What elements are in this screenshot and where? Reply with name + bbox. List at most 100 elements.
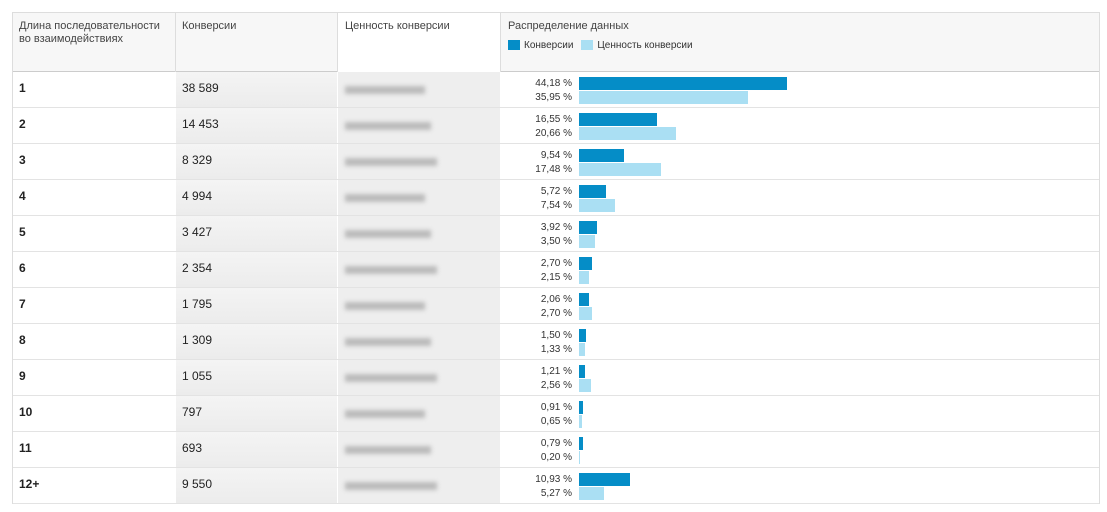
legend-swatch <box>508 40 520 50</box>
blurred-value <box>345 266 437 274</box>
percent-label: 1,21 % <box>540 366 572 377</box>
col-bg <box>176 216 337 251</box>
row-label: 10 <box>19 405 33 419</box>
header-cell[interactable]: Конверсии <box>182 20 237 32</box>
bar <box>579 293 589 306</box>
bar <box>579 365 585 378</box>
percent-label: 3,92 % <box>540 222 572 233</box>
percent-label: 1,50 % <box>540 330 572 341</box>
col-bg <box>176 468 337 503</box>
conversions: 2 354 <box>182 261 213 275</box>
bar <box>579 379 592 392</box>
bar <box>579 473 631 486</box>
row-label: 9 <box>19 369 26 383</box>
conversions: 693 <box>182 441 203 455</box>
row-label: 5 <box>19 225 26 239</box>
bar <box>579 487 604 500</box>
col-bg <box>176 180 337 215</box>
blurred-value <box>345 86 425 94</box>
bar <box>579 221 598 234</box>
blurred-value <box>345 410 425 418</box>
row-label: 6 <box>19 261 26 275</box>
row-label: 2 <box>19 117 26 131</box>
bar <box>579 307 592 320</box>
conversions: 9 550 <box>182 477 213 491</box>
header-sorted-bg <box>337 13 500 72</box>
conversions: 8 329 <box>182 153 213 167</box>
percent-label: 7,54 % <box>540 200 572 211</box>
percent-label: 20,66 % <box>535 128 572 139</box>
bar <box>579 437 583 450</box>
percent-label: 0,65 % <box>540 416 572 427</box>
blurred-value <box>345 446 431 454</box>
bar <box>579 329 587 342</box>
percent-label: 2,06 % <box>540 294 572 305</box>
percent-label: 2,56 % <box>540 380 572 391</box>
conversions: 797 <box>182 405 203 419</box>
percent-label: 2,70 % <box>540 308 572 319</box>
row-label: 1 <box>19 81 26 95</box>
percent-label: 5,27 % <box>540 488 572 499</box>
row-label: 12+ <box>19 477 40 491</box>
conversions: 1 055 <box>182 369 213 383</box>
col-bg <box>176 360 337 395</box>
blurred-value <box>345 338 431 346</box>
bar <box>579 235 596 248</box>
col-bg <box>176 324 337 359</box>
row-label: 7 <box>19 297 26 311</box>
percent-label: 1,33 % <box>540 344 572 355</box>
header-cell: Распределение данных <box>508 20 629 32</box>
row-label: 11 <box>19 441 32 455</box>
percent-label: 35,95 % <box>535 92 572 103</box>
percent-label: 3,50 % <box>540 236 572 247</box>
blurred-value <box>345 374 437 382</box>
blurred-value <box>345 230 431 238</box>
bar <box>579 163 662 176</box>
bar <box>579 401 584 414</box>
conversions: 14 453 <box>182 117 219 131</box>
percent-label: 10,93 % <box>535 474 572 485</box>
percent-label: 17,48 % <box>535 164 572 175</box>
col-bg <box>176 396 337 431</box>
blurred-value <box>345 122 431 130</box>
percent-label: 44,18 % <box>535 78 572 89</box>
legend-label: Конверсии <box>524 39 574 51</box>
percent-label: 5,72 % <box>540 186 572 197</box>
bar <box>579 451 580 464</box>
col-bg <box>176 288 337 323</box>
conversions: 3 427 <box>182 225 213 239</box>
bar <box>579 343 586 356</box>
legend-swatch <box>581 40 594 50</box>
conversions: 1 795 <box>182 297 213 311</box>
legend-label: Ценность конверсии <box>597 39 693 51</box>
legend-item: Конверсии <box>508 38 573 52</box>
percent-label: 16,55 % <box>535 114 572 125</box>
percent-label: 0,91 % <box>540 402 572 413</box>
header-cell[interactable]: Ценность конверсии <box>345 20 450 32</box>
header-cell[interactable]: Длина последовательности во взаимодейств… <box>19 20 160 45</box>
col-bg <box>176 144 337 179</box>
legend: Конверсии Ценность конверсии <box>508 38 693 52</box>
bar <box>579 91 749 104</box>
bar <box>579 185 606 198</box>
bar <box>579 415 583 428</box>
percent-label: 2,70 % <box>540 258 572 269</box>
bar <box>579 149 624 162</box>
col-bg <box>176 252 337 287</box>
percent-label: 2,15 % <box>540 272 572 283</box>
header-bg <box>13 13 1099 72</box>
bar <box>579 271 590 284</box>
col-bg <box>176 432 337 467</box>
col-bg <box>176 108 337 143</box>
percent-label: 0,79 % <box>540 438 572 449</box>
blurred-value <box>345 482 437 490</box>
bar <box>579 127 677 140</box>
conversions: 4 994 <box>182 189 213 203</box>
row-label: 3 <box>19 153 26 167</box>
bar <box>579 113 657 126</box>
percent-label: 9,54 % <box>540 150 572 161</box>
bar <box>579 77 788 90</box>
conversions: 1 309 <box>182 333 213 347</box>
legend-item: Ценность конверсии <box>581 38 693 52</box>
